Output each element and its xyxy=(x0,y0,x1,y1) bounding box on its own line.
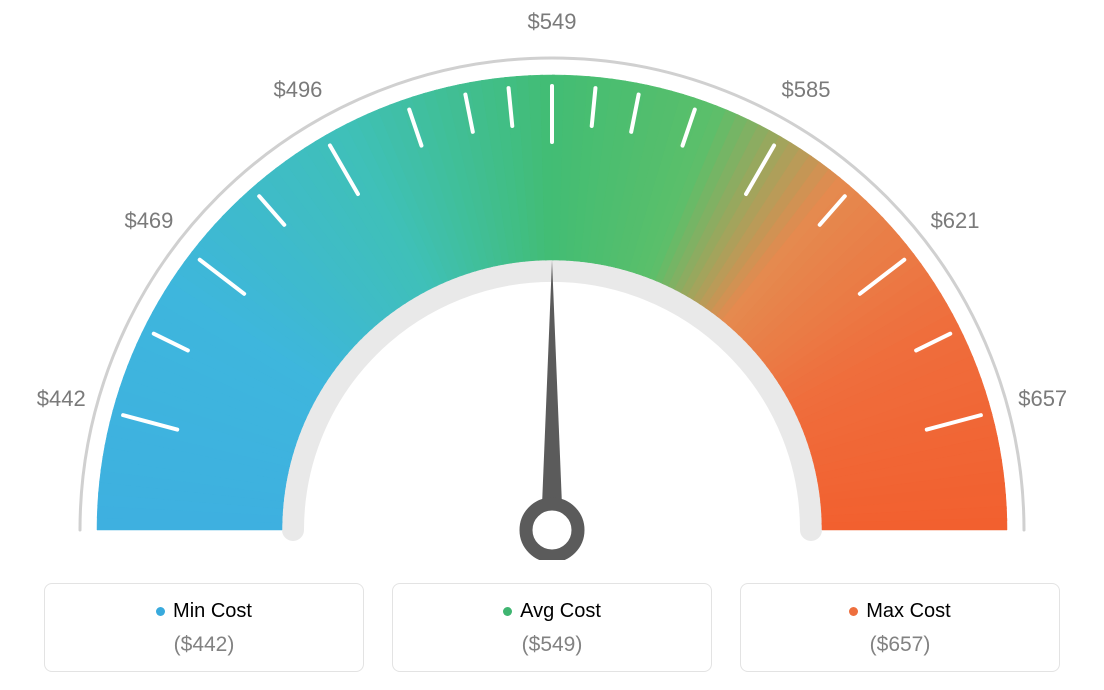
gauge-scale-label: $442 xyxy=(37,386,86,412)
gauge-scale-label: $549 xyxy=(528,9,577,35)
gauge-scale-label: $657 xyxy=(1018,386,1067,412)
legend-value-avg: ($549) xyxy=(403,633,701,657)
legend-value-max: ($657) xyxy=(751,633,1049,657)
legend-label: Min Cost xyxy=(173,600,252,623)
legend-title-avg: Avg Cost xyxy=(503,600,601,623)
legend-card-avg: Avg Cost ($549) xyxy=(392,583,712,672)
gauge-chart: $442 $469 $496 $549 $585 $621 $657 xyxy=(0,0,1104,560)
gauge-scale-label: $621 xyxy=(931,208,980,234)
legend-label: Avg Cost xyxy=(520,600,601,623)
gauge-scale-label: $496 xyxy=(273,77,322,103)
legend-value-min: ($442) xyxy=(55,633,353,657)
gauge-svg xyxy=(0,0,1104,560)
legend-row: Min Cost ($442) Avg Cost ($549) Max Cost… xyxy=(0,583,1104,672)
dot-icon xyxy=(849,607,858,616)
legend-card-max: Max Cost ($657) xyxy=(740,583,1060,672)
gauge-scale-label: $585 xyxy=(782,77,831,103)
legend-title-max: Max Cost xyxy=(849,600,950,623)
dot-icon xyxy=(156,607,165,616)
legend-card-min: Min Cost ($442) xyxy=(44,583,364,672)
dot-icon xyxy=(503,607,512,616)
legend-title-min: Min Cost xyxy=(156,600,252,623)
gauge-scale-label: $469 xyxy=(124,208,173,234)
legend-label: Max Cost xyxy=(866,600,950,623)
